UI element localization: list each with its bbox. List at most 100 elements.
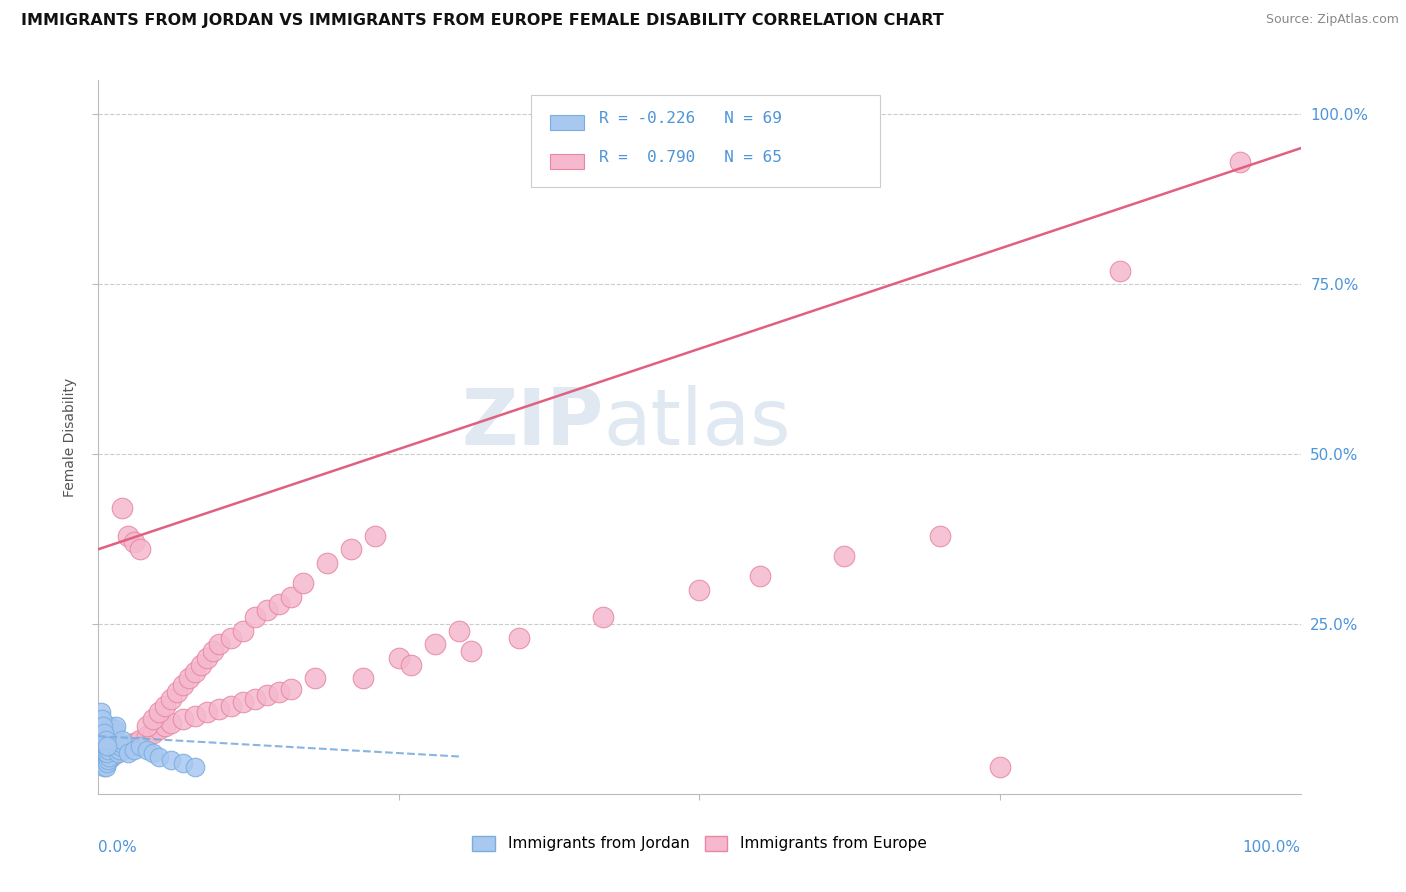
Point: [108, 742, 131, 756]
Point: [172, 678, 194, 692]
Point: [94, 756, 117, 771]
Point: [90, 706, 112, 720]
Point: [93, 753, 115, 767]
Text: atlas: atlas: [603, 384, 790, 461]
Point: [183, 708, 205, 723]
Point: [364, 528, 387, 542]
Point: [148, 706, 170, 720]
Point: [110, 736, 132, 750]
Point: [96, 739, 118, 754]
Point: [928, 528, 950, 542]
Point: [101, 746, 124, 760]
Point: [177, 671, 200, 685]
Point: [243, 691, 266, 706]
Point: [94, 760, 117, 774]
Point: [98, 723, 121, 737]
Point: [280, 590, 302, 604]
Point: [460, 644, 482, 658]
Point: [135, 742, 157, 756]
Point: [103, 742, 125, 756]
Point: [101, 729, 124, 743]
Point: [96, 729, 118, 743]
Point: [183, 665, 205, 679]
Point: [105, 746, 128, 760]
Point: [219, 698, 242, 713]
Point: [166, 685, 188, 699]
Point: [111, 742, 134, 756]
Point: [111, 501, 134, 516]
Point: [104, 723, 127, 737]
Bar: [550, 115, 583, 130]
Bar: [550, 154, 583, 169]
Point: [94, 742, 117, 756]
Point: [256, 689, 278, 703]
Point: [129, 542, 152, 557]
Text: R = -0.226   N = 69: R = -0.226 N = 69: [599, 111, 782, 126]
Point: [388, 651, 411, 665]
Point: [291, 576, 314, 591]
Point: [135, 719, 157, 733]
Point: [159, 715, 181, 730]
Point: [159, 753, 181, 767]
Point: [100, 732, 122, 747]
Point: [117, 739, 139, 754]
Point: [195, 651, 218, 665]
Point: [508, 631, 530, 645]
Point: [183, 760, 205, 774]
Point: [689, 582, 711, 597]
Point: [124, 535, 146, 549]
Point: [100, 749, 122, 764]
Text: IMMIGRANTS FROM JORDAN VS IMMIGRANTS FROM EUROPE FEMALE DISABILITY CORRELATION C: IMMIGRANTS FROM JORDAN VS IMMIGRANTS FRO…: [21, 13, 943, 29]
Point: [129, 739, 152, 754]
Point: [148, 749, 170, 764]
FancyBboxPatch shape: [531, 95, 880, 187]
Point: [256, 603, 278, 617]
Text: Source: ZipAtlas.com: Source: ZipAtlas.com: [1265, 13, 1399, 27]
Point: [98, 739, 121, 754]
Point: [1109, 263, 1132, 277]
Point: [243, 610, 266, 624]
Point: [97, 753, 120, 767]
Point: [172, 712, 194, 726]
Point: [267, 685, 290, 699]
Point: [190, 657, 212, 672]
Point: [141, 746, 163, 760]
Point: [105, 719, 128, 733]
Point: [340, 542, 363, 557]
Point: [98, 746, 121, 760]
Text: 0.0%: 0.0%: [98, 840, 138, 855]
Point: [90, 746, 112, 760]
Point: [423, 637, 446, 651]
Point: [135, 729, 157, 743]
Point: [148, 723, 170, 737]
Point: [117, 746, 139, 760]
Point: [96, 739, 118, 754]
Point: [93, 736, 115, 750]
Point: [97, 742, 120, 756]
Point: [1229, 154, 1251, 169]
Point: [232, 695, 254, 709]
Point: [105, 736, 128, 750]
Point: [111, 732, 134, 747]
Point: [107, 746, 129, 760]
Point: [117, 528, 139, 542]
Point: [195, 706, 218, 720]
Point: [91, 753, 114, 767]
Point: [100, 719, 122, 733]
Point: [96, 746, 118, 760]
Point: [141, 712, 163, 726]
Point: [153, 719, 176, 733]
Point: [280, 681, 302, 696]
Point: [104, 739, 127, 754]
Point: [159, 691, 181, 706]
Point: [153, 698, 176, 713]
Point: [91, 719, 114, 733]
Point: [100, 736, 122, 750]
Point: [94, 732, 117, 747]
Point: [124, 736, 146, 750]
Point: [141, 725, 163, 739]
Point: [94, 749, 117, 764]
Point: [267, 597, 290, 611]
Point: [97, 749, 120, 764]
Point: [447, 624, 470, 638]
